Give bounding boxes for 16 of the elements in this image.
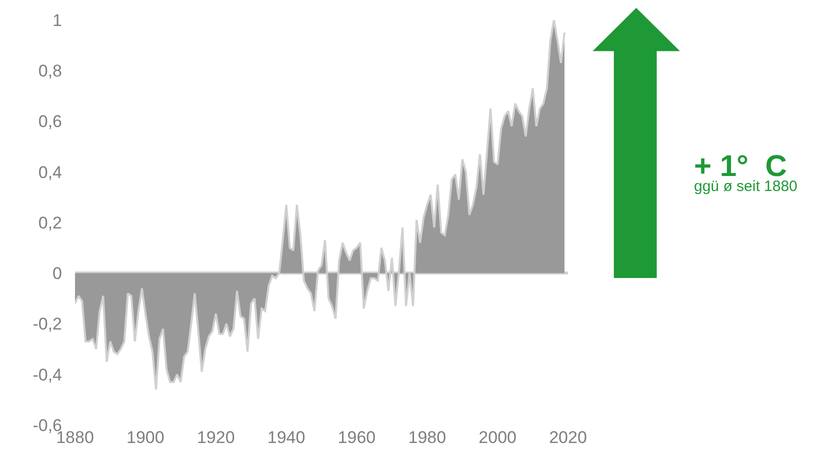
y-tick-label: 0,6 (38, 112, 62, 132)
y-tick-label: 0,4 (38, 162, 62, 182)
x-tick-label: 1940 (267, 428, 306, 447)
x-tick-label: 1900 (126, 428, 164, 447)
y-tick-label: 0,8 (38, 62, 62, 81)
x-tick-label: 1960 (338, 428, 376, 447)
y-tick-label: 0,2 (38, 213, 62, 232)
x-tick-label: 2000 (478, 428, 516, 447)
x-tick-label: 1980 (408, 428, 446, 447)
text: ggü ø seit 1880 (694, 178, 798, 195)
y-tick-label: 0 (52, 264, 62, 284)
y-tick-label: -0,2 (32, 314, 62, 334)
x-tick-label: 1920 (196, 428, 235, 447)
y-tick-label: -0,4 (32, 365, 62, 384)
y-tick-label: 1 (52, 10, 62, 30)
x-tick-label: 2020 (549, 428, 587, 447)
